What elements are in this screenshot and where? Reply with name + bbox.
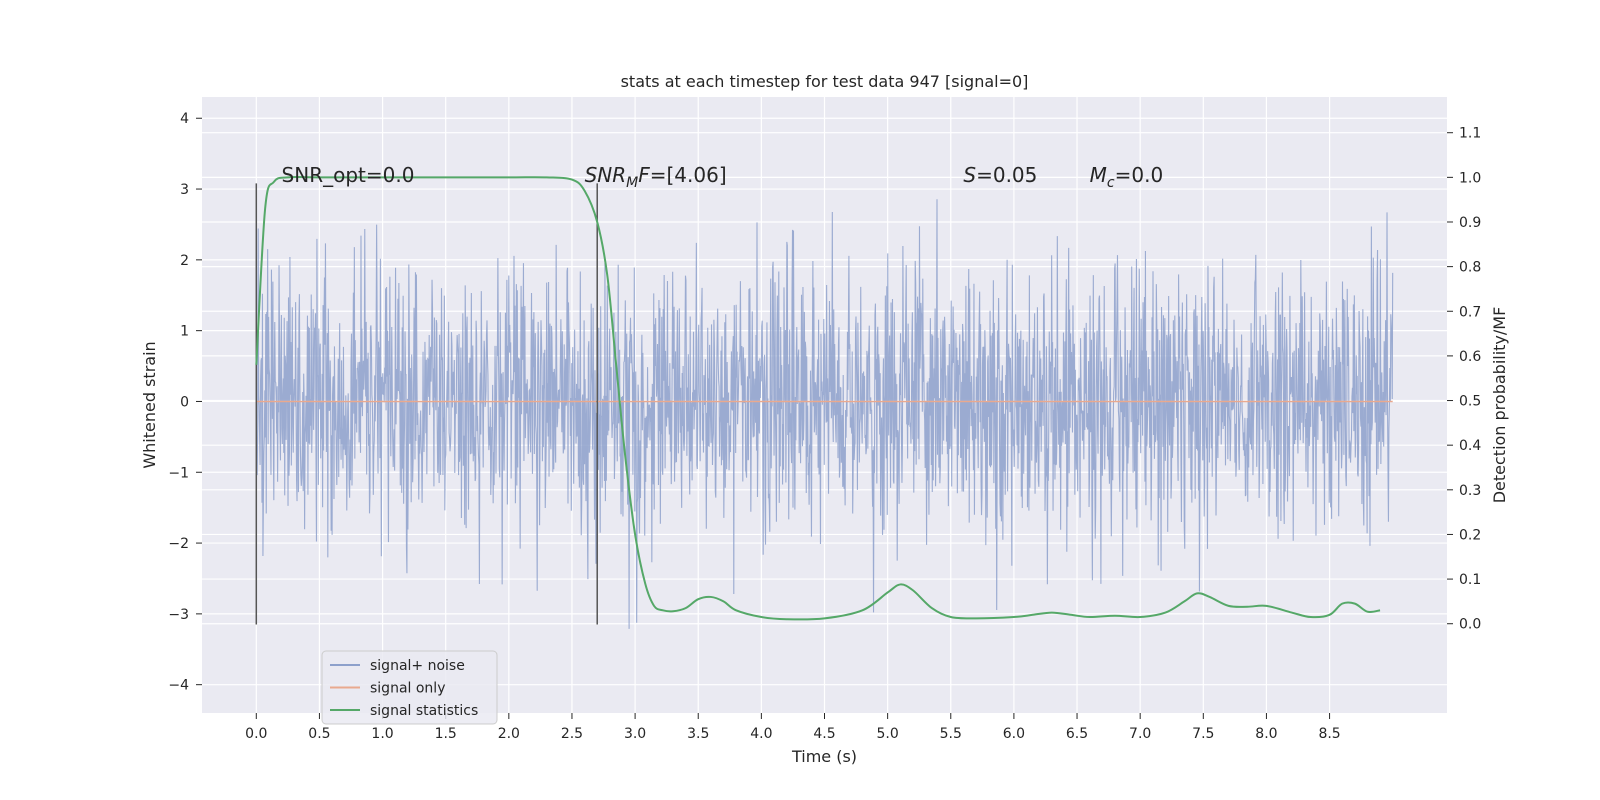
- y2-tick-label: 0.9: [1459, 215, 1481, 231]
- series-signal-statistics: [255, 176, 1381, 621]
- y-tick-label: 3: [180, 182, 189, 198]
- y2-tick-label: 1.0: [1459, 170, 1481, 186]
- y2-tick-label: 0.5: [1459, 394, 1481, 410]
- y2-tick-label: 0.2: [1459, 527, 1481, 543]
- legend-box: [321, 650, 498, 725]
- x-axis-label: Time (s): [791, 747, 857, 766]
- y-tick-label: −4: [168, 678, 189, 694]
- x-tick-label: 4.0: [750, 726, 772, 742]
- y-axis-label: Whitened strain: [140, 341, 159, 468]
- annotation-main: SNR_opt=0.0: [282, 163, 415, 187]
- annotations: SNR_opt=0.0 SNRMF=[4.06] S=0.05 Mc=0.0: [282, 163, 1164, 191]
- annotation-subscript: c: [1107, 175, 1115, 191]
- x-tick-label: 3.0: [624, 726, 646, 742]
- x-tick-label: 5.0: [877, 726, 899, 742]
- x-tick-label: 1.5: [435, 726, 457, 742]
- y-tick-label: 4: [180, 111, 189, 127]
- x-tick-label: 0.5: [308, 726, 330, 742]
- y2-axis-label: Detection probability/MF: [1490, 307, 1509, 504]
- y2-tick-label: 0.8: [1459, 260, 1481, 276]
- x-tick-label: 6.5: [1066, 726, 1088, 742]
- y2-tick-label: 1.1: [1459, 126, 1481, 142]
- y-tick-label: −2: [168, 536, 189, 552]
- series-signal-noise: [255, 199, 1394, 629]
- legend-label: signal only: [370, 681, 445, 697]
- y2-tick-label: 0.1: [1459, 572, 1481, 588]
- x-tick-label: 6.0: [1003, 726, 1025, 742]
- y-tick-label: 1: [180, 324, 189, 340]
- ticks: 0.0 0.5 1.0 1.5 2.0 2.5 3.0 3.5 4.0 4.5 5.0 5.5 6.0 6…: [168, 111, 1481, 742]
- annotation-subscript: M: [626, 175, 638, 191]
- chart-title: stats at each timestep for test data 947…: [621, 72, 1029, 91]
- y2-tick-label: 0.7: [1459, 304, 1481, 320]
- noise-series: [255, 199, 1394, 629]
- annotation-suffix: F: [638, 163, 650, 187]
- x-tick-label: 8.0: [1255, 726, 1277, 742]
- y-tick-label: −3: [168, 607, 189, 623]
- x-tick-label: 2.0: [498, 726, 520, 742]
- x-tick-label: 2.5: [561, 726, 583, 742]
- annotation-suffix-value: =[4.06]: [650, 163, 727, 187]
- y-tick-label: 0: [180, 394, 189, 410]
- x-tick-label: 1.0: [371, 726, 393, 742]
- x-tick-label: 7.0: [1129, 726, 1151, 742]
- annotation-text: SNRMF=[4.06]: [585, 163, 727, 191]
- y-tick-label: 2: [180, 253, 189, 269]
- annotation-suffix: =0.0: [1115, 163, 1164, 187]
- y2-tick-label: 0.3: [1459, 483, 1481, 499]
- legend-label: signal statistics: [370, 703, 478, 719]
- annotation-text: S=0.05: [963, 163, 1037, 187]
- line-series: [255, 176, 1393, 625]
- annotation-main: SNR: [585, 163, 627, 187]
- legend-label: signal+ noise: [370, 658, 465, 674]
- x-tick-label: 5.5: [940, 726, 962, 742]
- annotation-text: Mc=0.0: [1090, 163, 1164, 191]
- legend: signal+ noise signal only signal statistic…: [321, 650, 498, 725]
- y2-tick-label: 0.6: [1459, 349, 1481, 365]
- y-tick-label: −1: [168, 465, 189, 481]
- annotation-text: SNR_opt=0.0: [282, 163, 415, 187]
- annotation-main: S: [963, 163, 976, 187]
- x-tick-label: 4.5: [813, 726, 835, 742]
- annotation-main: M: [1090, 163, 1107, 187]
- x-tick-label: 7.5: [1192, 726, 1214, 742]
- x-tick-label: 8.5: [1318, 726, 1340, 742]
- x-tick-label: 0.0: [245, 726, 267, 742]
- annotation-suffix: =0.05: [976, 163, 1037, 187]
- y2-tick-label: 0.0: [1459, 617, 1481, 633]
- y2-tick-label: 0.4: [1459, 438, 1481, 454]
- x-tick-label: 3.5: [687, 726, 709, 742]
